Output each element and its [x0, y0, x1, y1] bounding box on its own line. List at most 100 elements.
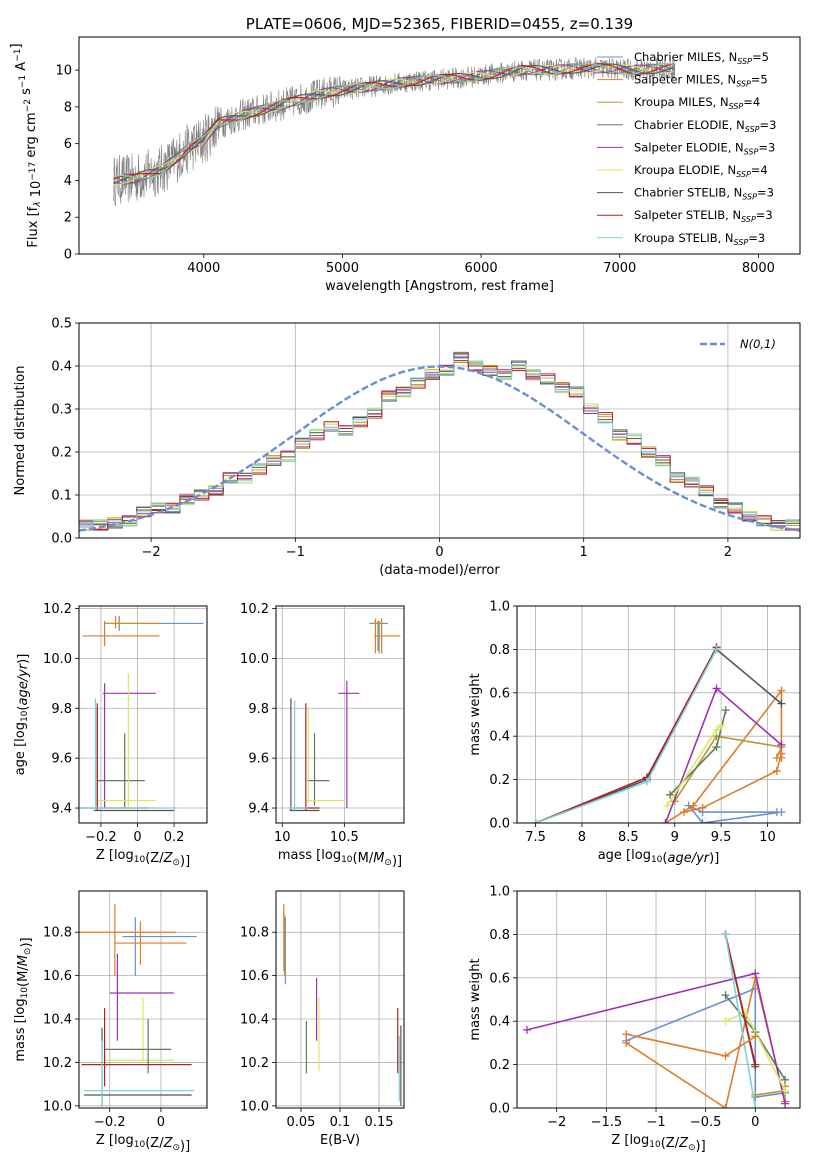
y-tick-label: 4 — [64, 174, 72, 189]
x-tick-label: 0 — [751, 1115, 759, 1130]
model-spectrum-line — [113, 63, 674, 185]
data-point-errorbar — [374, 618, 401, 654]
axes-mass_vs_z: −0.2 0 10.0 10.2 10.4 10.6 10.8 Z [log10(Z/Z⊙)]… — [13, 890, 208, 1154]
y-tick-label: 0.6 — [489, 686, 510, 701]
gridlines — [517, 891, 800, 1108]
legend-entry: N(0,1) — [740, 337, 776, 351]
data-point-errorbar — [84, 1027, 192, 1106]
data-point-errorbar — [338, 680, 360, 809]
weight-marker — [721, 991, 730, 1000]
y-tick-label: 10.2 — [240, 1056, 269, 1071]
weight-marker — [522, 1025, 531, 1034]
x-tick-label: 5000 — [326, 261, 359, 276]
y-tick-label: 10.0 — [240, 652, 269, 667]
model-spectrum-line — [113, 63, 674, 180]
data-point-errorbar — [369, 620, 388, 654]
y-tick-label: 0.2 — [489, 1058, 510, 1073]
data-point-errorbar — [79, 703, 149, 811]
y-tick-label: 10.6 — [43, 969, 72, 984]
x-tick-label: 10.5 — [330, 830, 359, 845]
y-tick-label: 0.5 — [51, 317, 72, 332]
axes-weight_vs_z: −2 −1.5 −1 −0.5 0 0.0 0.2 0.4 0.6 0.8 1.0 Z [log10(… — [468, 885, 801, 1154]
weight-marker — [622, 1038, 631, 1047]
model-spectrum-line — [113, 63, 674, 180]
x-tick-label: −2 — [547, 1115, 566, 1130]
y-tick-label: 0.0 — [489, 817, 510, 832]
x-tick-label: −0.5 — [690, 1115, 722, 1130]
axes-weight_vs_age: 7.5 8 8.5 9 9.5 10 0.0 0.2 0.4 0.6 0.8 1.0 age [log1… — [468, 600, 801, 866]
axes-age_vs_z: −0.2 0 0.2 9.4 9.6 9.8 10.0 10.2 Z [log10(Z/Z⊙)]… — [13, 602, 208, 869]
data-point-errorbar — [122, 917, 197, 976]
weight-marker — [721, 1051, 730, 1060]
axes-age_vs_mass: 10 10.5 9.4 9.6 9.8 10.0 10.2 mass [log10(M/M⊙)… — [240, 602, 405, 869]
weight-marker — [712, 684, 721, 693]
y-tick-label: 0.2 — [51, 446, 72, 461]
y-tick-label: 0.4 — [489, 730, 510, 745]
y-tick-label: 10.2 — [240, 602, 269, 617]
weight-marker — [663, 801, 672, 810]
y-tick-label: 0.1 — [51, 489, 72, 504]
y-axis-label: mass weight — [468, 958, 483, 1040]
chart-title: PLATE=0606, MJD=52365, FIBERID=0455, z=0… — [246, 15, 633, 33]
legend: Chabrier MILES, NSSP=5 Salpeter MILES, NS… — [597, 50, 776, 247]
histogram-step — [79, 358, 800, 529]
weight-marker — [781, 1075, 790, 1084]
weight-marker — [777, 749, 786, 758]
x-axis-label: (data-model)/error — [379, 563, 500, 578]
data-point-errorbar — [97, 733, 145, 809]
y-tick-label: 1.0 — [489, 600, 510, 615]
y-tick-label: 0.8 — [489, 643, 510, 658]
y-tick-label: 0.3 — [51, 403, 72, 418]
x-tick-label: 10 — [759, 830, 776, 845]
x-axis-label: Z [log10(Z/Z⊙)] — [96, 848, 190, 869]
y-axis-label: age [log10(age/yr)] — [13, 654, 31, 776]
x-tick-label: 0.2 — [164, 830, 185, 845]
axes-frame — [516, 890, 801, 1109]
y-tick-label: 0 — [64, 248, 72, 263]
data-point-errorbar — [84, 1040, 195, 1106]
weight-marker — [689, 801, 698, 810]
axes-frame — [78, 605, 208, 824]
weight-marker — [680, 808, 689, 817]
weight-marker — [531, 819, 540, 823]
weight-marker — [721, 1017, 730, 1026]
model-spectrum-line — [113, 63, 674, 179]
y-tick-label: 10.4 — [240, 1013, 269, 1028]
x-tick-label: −1 — [286, 545, 305, 560]
y-tick-label: 10.4 — [43, 1013, 72, 1028]
axes-frame — [275, 605, 405, 824]
data-point-errorbar — [93, 708, 175, 812]
y-tick-label: 10.8 — [240, 926, 269, 941]
x-tick-label: 0.05 — [286, 1115, 315, 1130]
weight-marker — [717, 721, 726, 730]
legend-entry: Chabrier MILES, NSSP=5 — [634, 50, 769, 66]
plot-area — [79, 606, 207, 823]
x-tick-label: 10 — [274, 830, 291, 845]
y-tick-label: 10 — [55, 64, 72, 79]
weight-marker — [661, 819, 670, 823]
data-point-errorbar — [102, 683, 156, 809]
weight-series-line — [724, 934, 757, 1108]
y-tick-label: 0.2 — [489, 773, 510, 788]
x-tick-label: 9 — [671, 830, 679, 845]
normal-curve — [79, 365, 800, 532]
data-point-errorbar — [97, 673, 156, 809]
legend-entry: Salpeter MILES, NSSP=5 — [634, 73, 768, 89]
axes-frame — [516, 605, 801, 824]
x-tick-label: 7.5 — [525, 830, 546, 845]
legend-entry: Kroupa MILES, NSSP=4 — [634, 95, 760, 111]
weight-marker — [777, 699, 786, 708]
y-tick-label: 0.0 — [489, 1102, 510, 1117]
y-tick-label: 2 — [64, 211, 72, 226]
legend-entry: Chabrier STELIB, NSSP=3 — [634, 186, 774, 202]
weight-marker — [751, 969, 760, 978]
x-tick-label: 0.1 — [330, 1115, 351, 1130]
x-tick-label: 8.5 — [618, 830, 639, 845]
x-axis-label: mass [log10(M/M⊙)] — [278, 848, 402, 869]
legend-entry: Kroupa STELIB, NSSP=3 — [634, 231, 765, 247]
y-tick-label: 0.4 — [51, 360, 72, 375]
y-tick-label: 1.0 — [489, 885, 510, 900]
gridlines — [276, 891, 404, 1108]
weight-marker — [772, 808, 781, 817]
